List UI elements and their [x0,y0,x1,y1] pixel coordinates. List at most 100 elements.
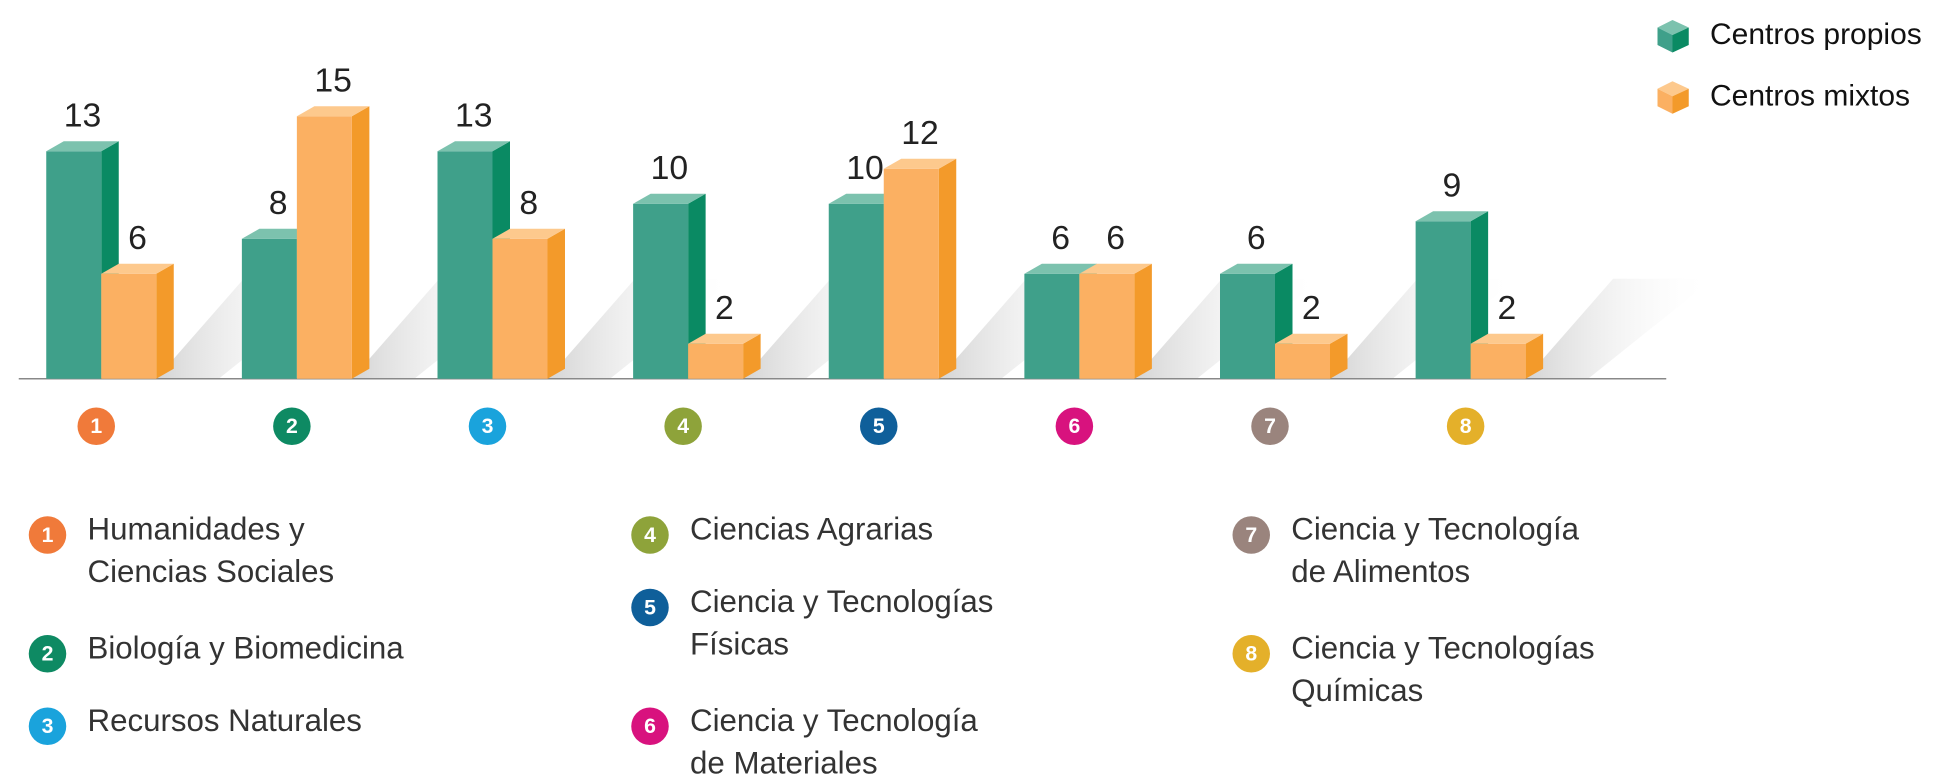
bar-side [1525,333,1544,379]
bar [688,343,744,379]
bar-top [101,263,174,274]
key-label: Ciencia y Tecnología [690,703,978,738]
bar [437,151,493,379]
key-number: 6 [644,714,656,738]
key-label: Físicas [690,627,789,662]
data-label: 10 [846,149,884,187]
bar-top [1024,263,1097,274]
legend-swatch-top [1657,81,1689,97]
bar [883,168,939,379]
key-badge [28,516,67,554]
key-label: Ciencia y Tecnología [1291,512,1579,547]
bar-top [492,228,566,239]
data-label: 6 [1247,219,1266,257]
bar-top [437,141,511,152]
data-label: 6 [1051,219,1070,257]
bar-side [743,333,761,379]
bar-top [828,193,902,204]
bar-side [1134,263,1152,379]
legend-swatch-top [1657,20,1689,35]
key-label: Ciencias Sociales [88,554,335,589]
bar-side [351,106,370,379]
bar [1220,273,1275,379]
key-label: de Alimentos [1291,554,1470,589]
key-number: 3 [42,714,54,738]
bar [828,203,884,379]
bar-side [688,193,706,379]
bar [46,151,102,379]
category-badge [664,407,702,445]
category-badge [77,407,116,445]
key-label: Ciencia y Tecnologías [1291,630,1594,665]
bar-top [1220,263,1293,274]
bar [1470,343,1526,379]
bar-side [1330,333,1348,379]
x-tick-label: 2 [286,414,298,438]
key-badge [1232,635,1270,673]
bar-top [46,141,119,152]
key-badge [28,635,67,673]
x-tick-label: 7 [1264,414,1276,438]
bar-side [156,263,174,379]
bar-top [296,106,370,117]
bar [633,203,689,379]
legend-label: Centros mixtos [1710,79,1910,112]
bar [1415,221,1471,379]
bar [1024,273,1080,379]
bar-shadow [1525,278,1714,379]
bar-top [1415,211,1489,222]
key-number: 8 [1245,642,1257,666]
key-number: 5 [644,595,656,619]
bar [296,116,352,379]
legend-label: Centros propios [1710,18,1922,51]
bar-top [1470,333,1544,344]
legend-swatch-right [1672,88,1689,114]
key-badge [1232,516,1270,554]
data-label: 2 [1302,289,1321,327]
bar [492,238,548,379]
bar [1275,343,1330,379]
bar-top [1079,263,1152,274]
bar-top [688,333,761,344]
category-badge [860,407,898,445]
key-label: Ciencia y Tecnologías [690,584,993,619]
legend-swatch-left [1657,88,1673,114]
x-tick-label: 3 [482,414,494,438]
bar-side [938,158,957,379]
bar-side [547,228,566,379]
data-label: 15 [314,61,352,99]
x-tick-label: 8 [1460,414,1472,438]
key-badge [631,516,669,554]
x-tick-label: 5 [873,414,885,438]
key-label: Ciencias Agrarias [690,512,933,547]
data-label: 13 [64,96,102,134]
data-label: 10 [651,149,689,187]
key-label: Biología y Biomedicina [88,630,405,665]
data-label: 12 [901,114,939,152]
key-label: de Materiales [690,745,878,778]
data-label: 13 [455,96,493,134]
bar [241,238,297,379]
key-number: 1 [42,523,54,547]
bar-top [883,158,957,169]
category-badge [1055,407,1094,445]
category-badge [1251,407,1289,445]
key-number: 2 [42,642,54,666]
bar [101,273,157,379]
legend-swatch-left [1657,27,1673,53]
key-label: Recursos Naturales [88,703,362,738]
data-label: 2 [715,289,734,327]
key-label: Químicas [1291,673,1423,708]
data-label: 6 [1106,219,1125,257]
data-label: 2 [1497,289,1516,327]
key-badge [28,707,67,745]
category-badge [1446,407,1485,445]
x-tick-label: 6 [1068,414,1080,438]
data-label: 9 [1442,166,1461,204]
key-number: 7 [1245,523,1257,547]
x-tick-label: 4 [677,414,689,438]
key-badge [631,707,669,745]
bar-top [241,228,315,239]
legend-swatch-right [1672,27,1689,53]
